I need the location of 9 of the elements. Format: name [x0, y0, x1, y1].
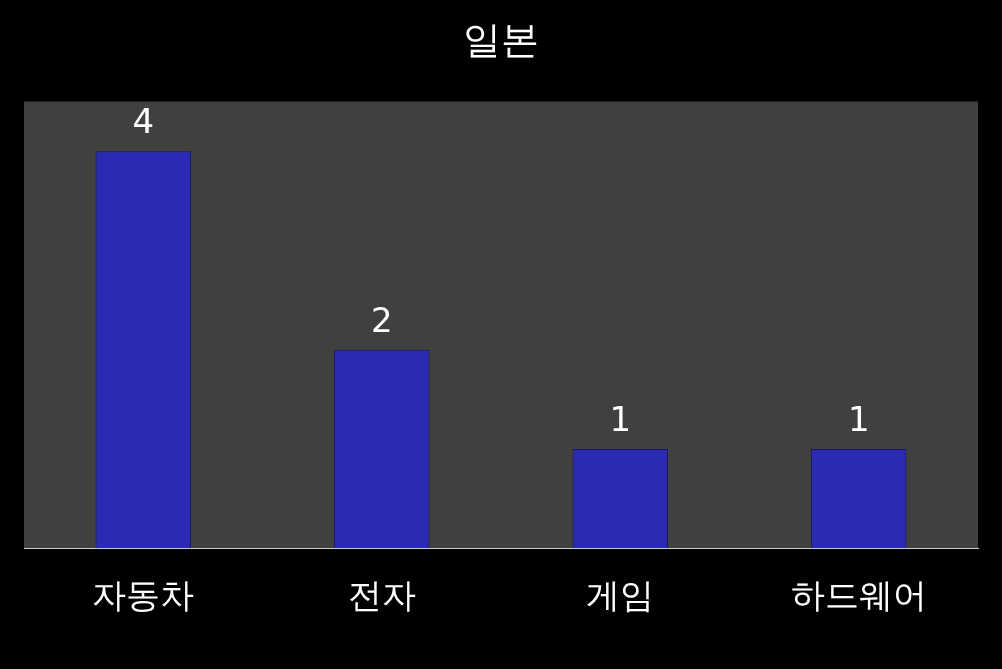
data-label: 2 — [370, 299, 393, 340]
x-tick-label: 하드웨어 — [790, 575, 927, 616]
chart-title: 일본 — [463, 17, 539, 62]
x-tick-label: 게임 — [586, 575, 655, 616]
x-tick-label: 전자 — [347, 575, 416, 616]
x-tick-label: 자동차 — [92, 575, 195, 616]
data-label: 1 — [609, 398, 632, 439]
data-label: 4 — [132, 101, 155, 142]
data-label: 1 — [847, 398, 870, 439]
